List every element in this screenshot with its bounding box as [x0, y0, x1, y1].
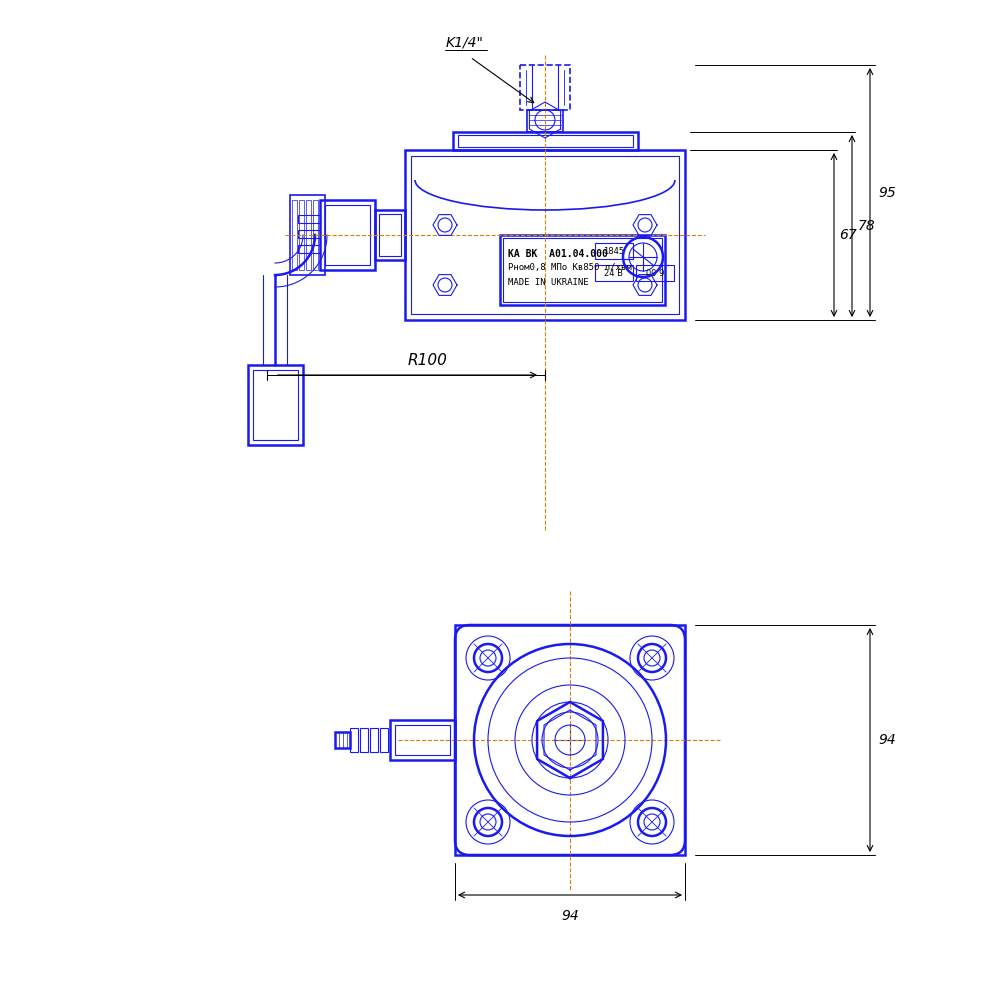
Bar	[595, 265, 633, 281]
Bar	[360, 728, 368, 752]
Bar	[298, 215, 320, 223]
Text: Рном0,8 МПо Кв850 л/хвм: Рном0,8 МПо Кв850 л/хвм	[508, 263, 631, 272]
Bar	[290, 195, 325, 275]
Bar	[390, 720, 455, 760]
Text: MADE IN UKRAINE: MADE IN UKRAINE	[508, 278, 589, 287]
Bar	[395, 725, 450, 755]
Bar	[411, 156, 679, 314]
Bar	[595, 243, 633, 259]
Text: 94: 94	[561, 909, 579, 923]
Bar	[252, 370, 297, 440]
Bar	[335, 732, 350, 748]
Text: 00 9: 00 9	[646, 268, 664, 277]
Bar	[527, 110, 563, 132]
Bar	[457, 135, 632, 147]
Bar	[405, 150, 685, 320]
Bar	[320, 200, 375, 270]
Bar	[298, 230, 320, 238]
Bar	[380, 728, 388, 752]
Bar	[452, 132, 637, 150]
Text: 24 В: 24 В	[604, 268, 623, 277]
Text: КА ВК  А01.04.000: КА ВК А01.04.000	[508, 249, 608, 259]
Text: 94: 94	[878, 733, 895, 747]
Bar	[520, 65, 570, 110]
Bar	[299, 200, 304, 270]
Text: 1845: 1845	[603, 246, 624, 255]
Text: K1/4": K1/4"	[446, 35, 484, 49]
Bar	[375, 210, 405, 260]
Text: 78: 78	[858, 219, 875, 233]
Bar	[325, 205, 370, 265]
Text: R100: R100	[408, 353, 447, 368]
Bar	[636, 265, 674, 281]
Bar	[370, 728, 378, 752]
Bar	[500, 235, 665, 305]
Text: 95: 95	[878, 186, 895, 200]
Bar	[502, 238, 662, 302]
Bar	[298, 245, 320, 253]
Bar	[292, 200, 297, 270]
Bar	[247, 365, 303, 445]
Bar	[455, 625, 685, 855]
Bar	[306, 200, 311, 270]
Bar	[379, 214, 401, 256]
Text: 67: 67	[839, 228, 856, 242]
Bar	[350, 728, 358, 752]
Bar	[313, 200, 318, 270]
